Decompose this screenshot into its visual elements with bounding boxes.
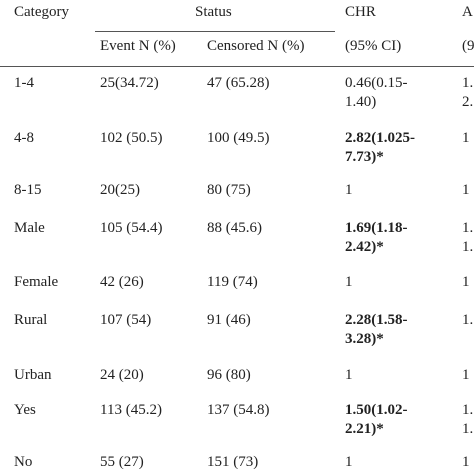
chr-cell: 1.50(1.02- [345,402,408,418]
a-cell: 1. [462,421,474,437]
header-cell: (9 [462,38,474,54]
category-cell: 1-4 [14,75,34,91]
header-cell: (95% CI) [345,38,402,54]
status-rule [95,31,335,32]
event-cell: 24 (20) [100,367,144,383]
chr-cell: 0.46(0.15- [345,75,408,91]
header-cell: Status [195,4,232,20]
category-cell: 8-15 [14,182,42,198]
category-cell: No [14,454,33,470]
censored-cell: 137 (54.8) [207,402,270,418]
a-cell: 1. [462,312,474,328]
a-cell: 1 [462,454,470,470]
censored-cell: 47 (65.28) [207,75,270,91]
event-cell: 25(34.72) [100,75,159,91]
chr-cell: 7.73)* [345,149,384,165]
censored-cell: 96 (80) [207,367,251,383]
header-rule [0,66,474,67]
a-cell: 1. [462,220,474,236]
event-cell: 55 (27) [100,454,144,470]
chr-cell: 1 [345,274,353,290]
censored-cell: 80 (75) [207,182,251,198]
chr-cell: 1.69(1.18- [345,220,408,236]
header-cell: Censored N (%) [207,38,305,54]
chr-cell: 2.42)* [345,239,384,255]
chr-cell: 1 [345,182,353,198]
chr-cell: 1 [345,454,353,470]
chr-cell: 3.28)* [345,331,384,347]
censored-cell: 100 (49.5) [207,130,270,146]
a-cell: 1. [462,75,474,91]
category-cell: Male [14,220,45,236]
chr-cell: 1.40) [345,94,377,110]
category-cell: 4-8 [14,130,34,146]
a-cell: 1. [462,402,474,418]
event-cell: 105 (54.4) [100,220,163,236]
chr-cell: 1 [345,367,353,383]
category-cell: Yes [14,402,36,418]
event-cell: 20(25) [100,182,140,198]
chr-cell: 2.21)* [345,421,384,437]
header-cell: Event N (%) [100,38,176,54]
a-cell: 1 [462,274,470,290]
header-cell: CHR [345,4,376,20]
header-cell: Category [14,4,69,20]
chr-cell: 2.82(1.025- [345,130,415,146]
a-cell: 2. [462,94,474,110]
event-cell: 102 (50.5) [100,130,163,146]
event-cell: 42 (26) [100,274,144,290]
censored-cell: 151 (73) [207,454,259,470]
event-cell: 107 (54) [100,312,152,328]
censored-cell: 91 (46) [207,312,251,328]
a-cell: 1 [462,367,470,383]
a-cell: 1 [462,130,470,146]
category-cell: Urban [14,367,52,383]
chr-cell: 2.28(1.58- [345,312,408,328]
a-cell: 1 [462,182,470,198]
event-cell: 113 (45.2) [100,402,162,418]
header-cell: A [462,4,473,20]
category-cell: Female [14,274,59,290]
category-cell: Rural [14,312,48,328]
a-cell: 1. [462,239,474,255]
censored-cell: 119 (74) [207,274,258,290]
censored-cell: 88 (45.6) [207,220,262,236]
